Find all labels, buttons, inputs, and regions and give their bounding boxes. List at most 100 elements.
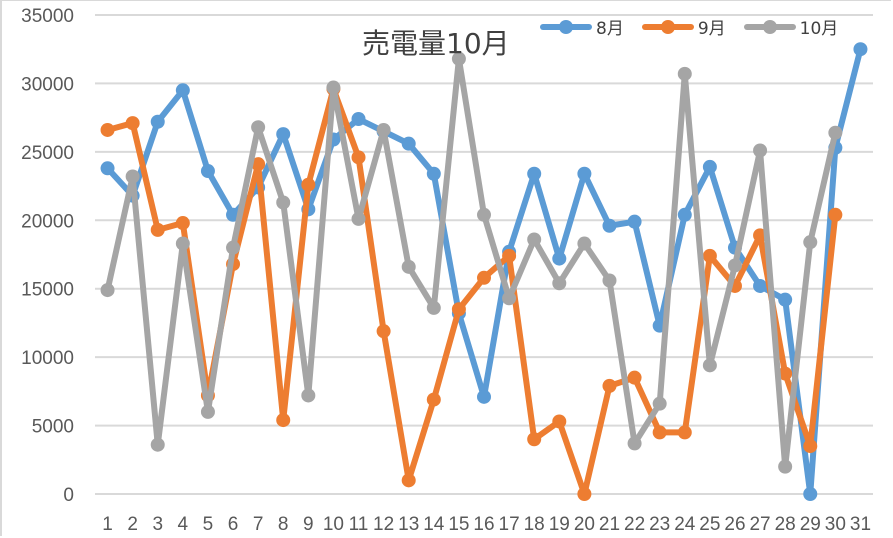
data-point-marker: [226, 240, 241, 255]
data-point-marker: [276, 127, 291, 142]
x-tick-label: 3: [152, 514, 163, 535]
data-point-marker: [778, 292, 793, 307]
x-tick-label: 13: [398, 514, 419, 535]
data-point-marker: [351, 150, 366, 165]
data-point-marker: [125, 169, 140, 184]
data-point-marker: [527, 232, 542, 247]
data-point-marker: [677, 425, 692, 440]
data-point-marker: [652, 425, 667, 440]
data-point-marker: [577, 166, 592, 181]
data-point-marker: [351, 112, 366, 127]
data-point-marker: [125, 116, 140, 131]
data-point-marker: [477, 389, 491, 404]
data-point-marker: [100, 161, 115, 176]
legend-marker-icon: [743, 19, 796, 34]
x-tick-label: 17: [499, 514, 520, 535]
data-point-marker: [175, 216, 190, 231]
data-point-marker: [727, 258, 742, 273]
data-point-marker: [451, 302, 466, 317]
data-point-marker: [426, 166, 441, 181]
x-tick-label: 22: [624, 514, 645, 535]
data-point-marker: [502, 248, 517, 263]
data-point-marker: [702, 248, 717, 263]
data-point-marker: [175, 83, 190, 98]
data-point-marker: [677, 207, 692, 222]
data-point-marker: [803, 439, 818, 454]
chart-title: 売電量10月: [362, 27, 510, 60]
data-point-marker: [552, 414, 567, 429]
data-point-marker: [702, 358, 717, 373]
x-tick-label: 5: [203, 514, 214, 535]
data-point-marker: [200, 404, 215, 419]
legend-label: 10月: [799, 19, 839, 39]
legend-marker-icon: [540, 19, 592, 34]
x-tick-label: 16: [473, 514, 494, 535]
data-point-marker: [602, 378, 617, 393]
x-tick-label: 9: [303, 514, 314, 535]
legend-label: 8月: [596, 19, 624, 39]
y-tick-label: 35000: [21, 6, 74, 27]
y-tick-label: 15000: [21, 280, 74, 301]
data-point-marker: [451, 51, 466, 66]
data-point-marker: [552, 276, 567, 291]
data-point-marker: [100, 122, 115, 137]
data-point-marker: [301, 388, 316, 403]
y-tick-label: 30000: [21, 74, 74, 95]
data-point-marker: [251, 157, 266, 172]
data-point-marker: [401, 136, 416, 151]
data-point-marker: [677, 66, 692, 81]
data-point-marker: [778, 459, 793, 474]
data-point-marker: [577, 236, 592, 251]
data-point-marker: [502, 291, 517, 306]
data-point-marker: [401, 473, 416, 488]
x-tick-label: 2: [127, 514, 138, 535]
x-tick-label: 27: [749, 514, 770, 535]
data-point-marker: [150, 114, 165, 129]
data-point-marker: [426, 300, 441, 315]
data-point-marker: [376, 122, 391, 137]
data-point-marker: [276, 195, 291, 210]
data-point-marker: [602, 218, 617, 233]
x-tick-label: 26: [724, 514, 745, 535]
data-point-marker: [577, 487, 592, 501]
data-point-marker: [251, 120, 266, 135]
x-tick-label: 24: [674, 514, 696, 535]
data-point-marker: [552, 251, 567, 266]
x-tick-label: 6: [228, 514, 239, 535]
data-point-marker: [527, 432, 542, 447]
x-tick-label: 31: [850, 514, 871, 535]
legend-item-aug: 8月: [540, 14, 624, 39]
x-tick-label: 30: [825, 514, 846, 535]
data-point-marker: [150, 222, 165, 237]
x-tick-label: 8: [278, 514, 289, 535]
x-tick-label: 23: [649, 514, 670, 535]
y-tick-label: 20000: [21, 211, 74, 232]
x-tick-label: 12: [373, 514, 394, 535]
data-point-marker: [652, 396, 667, 411]
legend-item-sep: 9月: [641, 14, 726, 39]
data-point-marker: [351, 211, 366, 226]
x-tick-label: 21: [599, 514, 620, 535]
data-point-marker: [627, 436, 642, 451]
x-tick-label: 20: [574, 514, 595, 535]
data-point-marker: [778, 366, 793, 381]
x-tick-label: 10: [323, 514, 344, 535]
legend-item-oct: 10月: [743, 14, 839, 39]
legend: 8月 9月 10月: [540, 14, 838, 39]
data-point-marker: [702, 159, 717, 174]
x-tick-label: 7: [253, 514, 264, 535]
data-point-marker: [803, 487, 818, 501]
y-tick-label: 25000: [21, 143, 74, 164]
x-tick-label: 11: [349, 514, 369, 535]
data-point-marker: [803, 235, 818, 250]
x-tick-label: 28: [775, 514, 796, 535]
data-point-marker: [376, 324, 391, 339]
series-line: [104, 55, 839, 470]
x-tick-label: 18: [524, 514, 545, 535]
data-point-marker: [853, 42, 868, 57]
data-point-marker: [100, 283, 115, 298]
x-tick-label: 19: [549, 514, 570, 535]
data-point-marker: [828, 207, 843, 222]
x-tick-label: 25: [699, 514, 720, 535]
